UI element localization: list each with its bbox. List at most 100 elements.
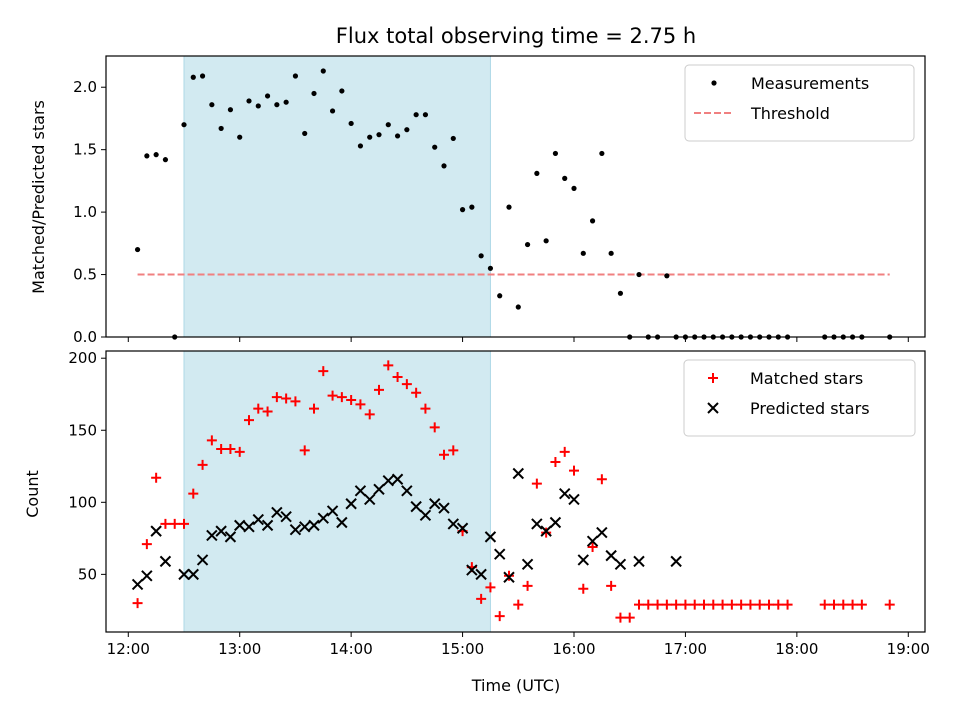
- measurement-point: [459, 207, 466, 213]
- matched-star-point: [336, 392, 347, 403]
- measurement-point: [227, 107, 234, 113]
- predicted-star-point: [289, 523, 302, 536]
- matched-star-point: [374, 384, 384, 395]
- measurement-point: [404, 127, 410, 133]
- matched-star-point: [132, 598, 143, 609]
- measurement-point: [162, 157, 169, 163]
- y-tick-label: 50: [78, 565, 97, 583]
- measurement-point: [320, 68, 326, 74]
- measurement-point: [608, 250, 614, 256]
- matched-star-point: [179, 518, 189, 529]
- predicted-star-point: [633, 555, 645, 568]
- matched-star-point: [884, 599, 895, 610]
- measurement-point: [664, 273, 670, 279]
- measurement-point: [589, 218, 596, 224]
- matched-star-point: [819, 599, 830, 610]
- matched-star-point: [708, 599, 719, 610]
- matched-star-point: [299, 445, 310, 456]
- predicted-star-point: [531, 518, 543, 530]
- predicted-star-point: [614, 558, 627, 570]
- measurement-point: [376, 132, 382, 138]
- matched-star-point: [782, 599, 793, 610]
- matched-star-point: [847, 599, 858, 610]
- matched-star-point: [699, 599, 709, 610]
- matched-star-point: [141, 539, 152, 550]
- predicted-star-point: [456, 522, 469, 534]
- matched-star-point: [643, 599, 654, 610]
- predicted-star-point: [447, 518, 459, 530]
- matched-star-point: [494, 611, 505, 622]
- matched-star-point: [652, 599, 663, 610]
- legend-box: [684, 64, 915, 142]
- measurement-point: [394, 133, 401, 139]
- x-tick-label: 19:00: [887, 640, 930, 658]
- measurement-point: [357, 143, 364, 149]
- predicted-star-point: [326, 505, 339, 517]
- measurement-point: [246, 98, 252, 104]
- matched-star-point: [244, 415, 254, 426]
- matched-star-point: [522, 580, 533, 591]
- matched-star-point: [513, 599, 524, 610]
- x-tick-label: 16:00: [552, 640, 595, 658]
- predicted-star-point: [586, 535, 599, 547]
- matched-star-point: [596, 474, 607, 485]
- measurement-point: [274, 102, 280, 108]
- matched-star-point: [550, 456, 561, 467]
- predicted-star-point: [252, 513, 264, 526]
- measurement-point: [515, 304, 521, 310]
- matched-star-point: [541, 527, 552, 538]
- matched-star-point: [569, 465, 579, 476]
- predicted-star-point: [317, 512, 329, 524]
- predicted-star-point: [670, 555, 682, 568]
- predicted-star-point: [484, 531, 497, 543]
- measurement-point: [469, 204, 475, 210]
- measurement-point: [292, 73, 299, 79]
- measurement-point: [506, 204, 512, 210]
- predicted-star-point: [419, 509, 432, 521]
- x-axis-label: Time (UTC): [471, 676, 560, 695]
- matched-star-point: [364, 409, 375, 420]
- predicted-star-point: [187, 568, 199, 581]
- matched-star-point: [838, 599, 849, 610]
- measurement-point: [153, 152, 159, 158]
- matched-star-point: [606, 580, 617, 591]
- measurement-point: [524, 241, 531, 248]
- legend-label: Matched stars: [750, 369, 863, 388]
- predicted-star-point: [299, 521, 311, 533]
- predicted-star-point: [503, 571, 515, 583]
- matched-star-point: [253, 403, 264, 414]
- x-tick-label: 15:00: [441, 640, 484, 658]
- predicted-star-point: [280, 511, 292, 523]
- matched-star-point: [169, 518, 180, 529]
- matched-star-point: [420, 403, 431, 414]
- predicted-star-point: [605, 549, 617, 562]
- measurement-point: [580, 250, 586, 256]
- measurement-point: [534, 170, 540, 176]
- matched-star-point: [216, 443, 227, 454]
- predicted-star-point: [549, 516, 562, 529]
- measurement-point: [181, 122, 187, 128]
- predicted-star-point: [150, 525, 162, 537]
- matched-star-point: [439, 449, 449, 460]
- measurement-point: [571, 185, 577, 191]
- predicted-star-point: [559, 487, 571, 500]
- x-tick-label: 18:00: [775, 640, 818, 658]
- matched-star-point: [680, 599, 691, 610]
- predicted-star-point: [466, 564, 478, 576]
- legend-label: Measurements: [751, 74, 869, 93]
- predicted-star-point: [271, 506, 283, 519]
- predicted-star-point: [261, 519, 274, 532]
- predicted-star-point: [596, 526, 608, 539]
- matched-star-point: [485, 582, 496, 593]
- y-tick-label: 0.5: [73, 266, 97, 284]
- top-panel: 0.0 0.5 1.0 1.5 2.0 Measurements Threshold: [73, 55, 926, 346]
- y-tick-label: 1.5: [73, 141, 97, 159]
- measurement-point: [329, 108, 336, 114]
- predicted-star-point: [540, 525, 552, 537]
- measurement-point: [636, 271, 642, 278]
- matched-star-point: [587, 541, 598, 552]
- matched-star-point: [615, 612, 626, 623]
- matched-star-point: [411, 387, 422, 398]
- matched-star-point: [197, 459, 208, 470]
- predicted-star-point: [410, 500, 422, 513]
